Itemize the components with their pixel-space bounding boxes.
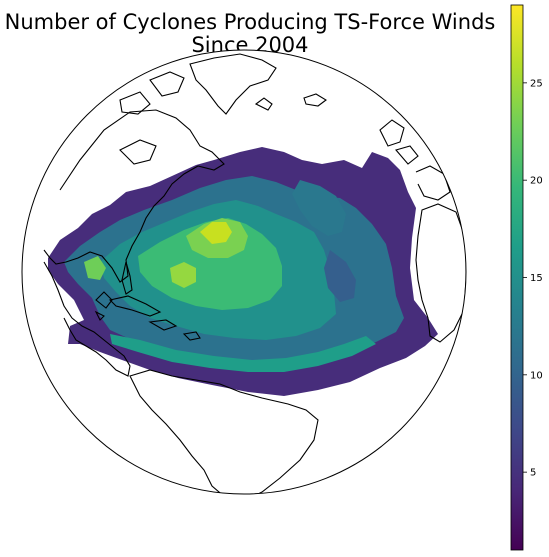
colorbar-tick-label: 25 (530, 78, 543, 89)
coastlines (43, 53, 466, 494)
colorbar-tick-label: 20 (530, 176, 543, 187)
cyclone-density-field (48, 147, 438, 396)
chart-title-line1: Number of Cyclones Producing TS-Force Wi… (4, 10, 496, 34)
globe-outline (21, 49, 467, 495)
colorbar-bar (510, 4, 524, 551)
colorbar-tick-label: 15 (530, 273, 543, 284)
colorbar: 5 10 15 20 25 (510, 4, 543, 551)
colorbar-tick-label: 5 (530, 468, 536, 479)
colorbar-tick-label: 10 (530, 370, 543, 381)
